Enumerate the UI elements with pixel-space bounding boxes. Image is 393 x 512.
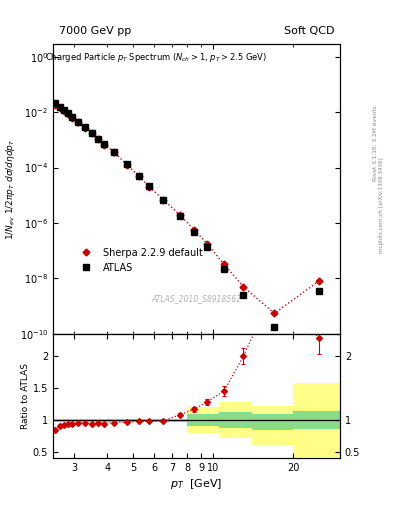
Sherpa 2.2.9 default [205, 241, 209, 247]
Text: Charged Particle $p_T$ Spectrum ($N_{ch}>1$, $p_T>2.5$ GeV): Charged Particle $p_T$ Spectrum ($N_{ch}… [45, 51, 267, 64]
ATLAS [316, 288, 321, 294]
Sherpa 2.2.9 default [316, 278, 321, 284]
ATLAS [222, 266, 226, 272]
Sherpa 2.2.9 default [178, 212, 182, 218]
Sherpa 2.2.9 default [70, 115, 75, 121]
Sherpa 2.2.9 default [66, 111, 70, 117]
X-axis label: $p_T$  [GeV]: $p_T$ [GeV] [171, 477, 222, 492]
ATLAS [96, 136, 101, 142]
Sherpa 2.2.9 default [136, 173, 141, 179]
Sherpa 2.2.9 default [125, 162, 130, 168]
Y-axis label: $1/N_{ev}$ $1/2\pi p_T$ $d\sigma/d\eta dp_T$: $1/N_{ev}$ $1/2\pi p_T$ $d\sigma/d\eta d… [4, 138, 17, 240]
ATLAS [83, 124, 88, 131]
Line: ATLAS: ATLAS [52, 99, 322, 330]
Sherpa 2.2.9 default [112, 150, 117, 156]
Y-axis label: Ratio to ATLAS: Ratio to ATLAS [21, 363, 30, 429]
ATLAS [241, 292, 246, 298]
ATLAS [90, 130, 94, 136]
ATLAS [147, 183, 152, 189]
Text: Rivet 3.1.10, 3.2M events: Rivet 3.1.10, 3.2M events [373, 105, 378, 181]
Sherpa 2.2.9 default [83, 125, 88, 131]
Sherpa 2.2.9 default [272, 310, 277, 316]
Sherpa 2.2.9 default [222, 261, 226, 267]
Sherpa 2.2.9 default [96, 136, 101, 142]
Text: mcplots.cern.ch [arXiv:1306.3436]: mcplots.cern.ch [arXiv:1306.3436] [380, 157, 384, 252]
Text: ATLAS_2010_S8918562: ATLAS_2010_S8918562 [151, 294, 242, 304]
ATLAS [161, 197, 166, 203]
Sherpa 2.2.9 default [161, 197, 166, 203]
ATLAS [57, 103, 62, 110]
Sherpa 2.2.9 default [90, 131, 94, 137]
Legend: Sherpa 2.2.9 default, ATLAS: Sherpa 2.2.9 default, ATLAS [72, 244, 207, 276]
ATLAS [125, 161, 130, 167]
ATLAS [62, 107, 66, 113]
Sherpa 2.2.9 default [102, 141, 107, 147]
ATLAS [205, 244, 209, 250]
Sherpa 2.2.9 default [53, 102, 58, 108]
Text: Soft QCD: Soft QCD [284, 26, 334, 36]
ATLAS [70, 114, 75, 120]
Sherpa 2.2.9 default [241, 284, 246, 290]
Sherpa 2.2.9 default [62, 108, 66, 114]
ATLAS [272, 324, 277, 330]
Sherpa 2.2.9 default [57, 104, 62, 111]
ATLAS [136, 173, 141, 179]
ATLAS [178, 213, 182, 219]
Sherpa 2.2.9 default [147, 184, 152, 190]
Line: Sherpa 2.2.9 default: Sherpa 2.2.9 default [53, 102, 321, 316]
ATLAS [112, 149, 117, 155]
ATLAS [192, 229, 197, 235]
ATLAS [53, 100, 58, 106]
ATLAS [75, 119, 80, 125]
Text: 7000 GeV pp: 7000 GeV pp [59, 26, 131, 36]
ATLAS [102, 141, 107, 147]
Sherpa 2.2.9 default [75, 119, 80, 125]
ATLAS [66, 111, 70, 117]
Sherpa 2.2.9 default [192, 227, 197, 233]
